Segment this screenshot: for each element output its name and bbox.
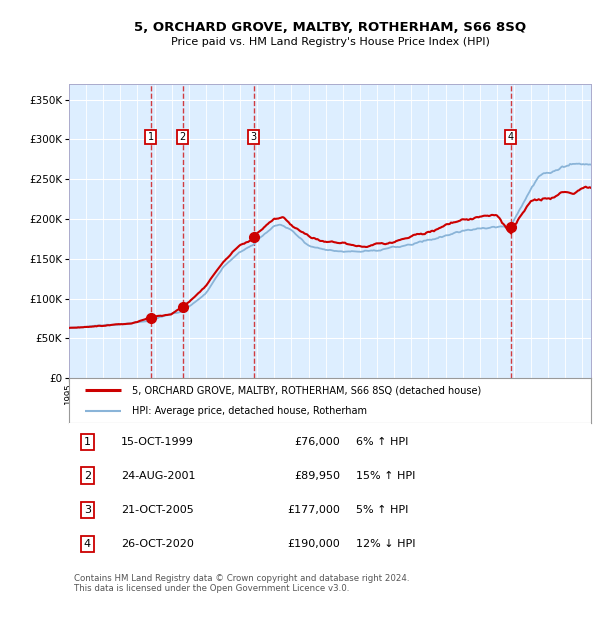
Text: £89,950: £89,950	[295, 471, 340, 480]
Text: £177,000: £177,000	[287, 505, 340, 515]
Text: 5, ORCHARD GROVE, MALTBY, ROTHERHAM, S66 8SQ (detached house): 5, ORCHARD GROVE, MALTBY, ROTHERHAM, S66…	[131, 385, 481, 396]
Text: 15-OCT-1999: 15-OCT-1999	[121, 437, 194, 447]
Text: 12% ↓ HPI: 12% ↓ HPI	[356, 539, 416, 549]
Text: 24-AUG-2001: 24-AUG-2001	[121, 471, 196, 480]
Text: Price paid vs. HM Land Registry's House Price Index (HPI): Price paid vs. HM Land Registry's House …	[170, 37, 490, 47]
Text: HPI: Average price, detached house, Rotherham: HPI: Average price, detached house, Roth…	[131, 406, 367, 416]
Text: £76,000: £76,000	[295, 437, 340, 447]
Text: 2: 2	[84, 471, 91, 480]
Text: 4: 4	[508, 132, 514, 142]
Text: 1: 1	[148, 132, 154, 142]
Text: 26-OCT-2020: 26-OCT-2020	[121, 539, 194, 549]
Text: 15% ↑ HPI: 15% ↑ HPI	[356, 471, 415, 480]
Text: Contains HM Land Registry data © Crown copyright and database right 2024.
This d: Contains HM Land Registry data © Crown c…	[74, 574, 410, 593]
Text: 5% ↑ HPI: 5% ↑ HPI	[356, 505, 409, 515]
Text: 5, ORCHARD GROVE, MALTBY, ROTHERHAM, S66 8SQ: 5, ORCHARD GROVE, MALTBY, ROTHERHAM, S66…	[134, 22, 526, 34]
Text: 6% ↑ HPI: 6% ↑ HPI	[356, 437, 409, 447]
Text: 3: 3	[84, 505, 91, 515]
Text: 4: 4	[84, 539, 91, 549]
Text: 21-OCT-2005: 21-OCT-2005	[121, 505, 194, 515]
Text: 2: 2	[179, 132, 186, 142]
Text: 3: 3	[251, 132, 257, 142]
Text: £190,000: £190,000	[287, 539, 340, 549]
Text: 1: 1	[84, 437, 91, 447]
